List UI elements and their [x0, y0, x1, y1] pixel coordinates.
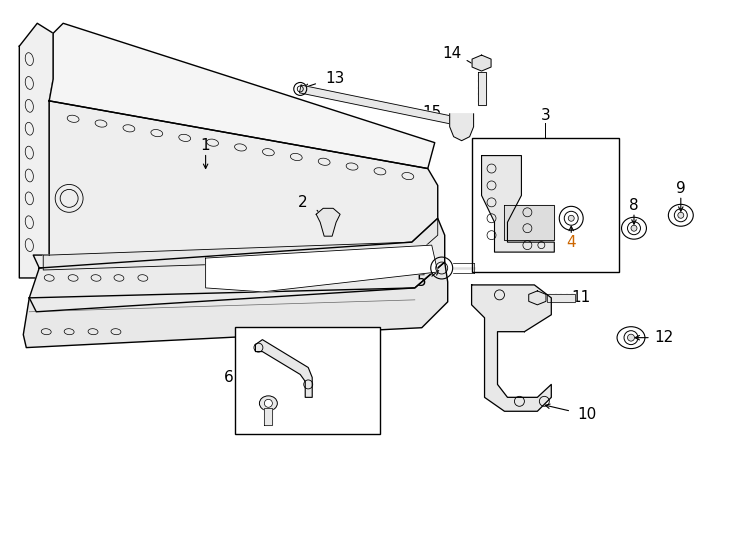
Text: 5: 5: [417, 274, 426, 289]
Ellipse shape: [259, 396, 277, 411]
Polygon shape: [206, 245, 437, 292]
Text: 12: 12: [654, 330, 674, 345]
Text: 8: 8: [629, 198, 639, 213]
Text: 14: 14: [442, 45, 461, 60]
Polygon shape: [255, 340, 312, 397]
Polygon shape: [482, 156, 554, 252]
Polygon shape: [450, 114, 473, 140]
Ellipse shape: [534, 294, 541, 301]
Polygon shape: [504, 205, 554, 240]
Polygon shape: [472, 55, 491, 71]
Text: 3: 3: [540, 109, 550, 123]
Polygon shape: [23, 262, 448, 348]
Bar: [472, 138, 619, 272]
Ellipse shape: [264, 400, 272, 407]
Text: 15: 15: [422, 105, 441, 120]
Polygon shape: [548, 294, 575, 302]
Ellipse shape: [478, 59, 486, 67]
Text: 11: 11: [572, 291, 591, 305]
Polygon shape: [299, 85, 465, 127]
Ellipse shape: [631, 225, 637, 231]
Polygon shape: [478, 72, 486, 105]
Text: 9: 9: [676, 181, 686, 196]
Text: 1: 1: [201, 138, 211, 153]
Text: 2: 2: [297, 195, 307, 210]
Ellipse shape: [677, 212, 684, 218]
Text: 4: 4: [567, 235, 576, 249]
Ellipse shape: [568, 215, 574, 221]
Polygon shape: [19, 23, 53, 278]
Text: 6: 6: [224, 370, 233, 385]
Polygon shape: [49, 23, 435, 168]
Text: 7: 7: [264, 374, 273, 389]
Polygon shape: [472, 285, 551, 411]
Polygon shape: [29, 218, 445, 312]
Polygon shape: [316, 208, 340, 236]
Polygon shape: [33, 101, 437, 268]
Ellipse shape: [628, 334, 634, 341]
Text: 13: 13: [325, 71, 345, 86]
Polygon shape: [264, 408, 272, 425]
Polygon shape: [528, 291, 546, 305]
Text: 10: 10: [578, 407, 597, 422]
Bar: [236, 327, 380, 434]
Polygon shape: [43, 218, 437, 270]
